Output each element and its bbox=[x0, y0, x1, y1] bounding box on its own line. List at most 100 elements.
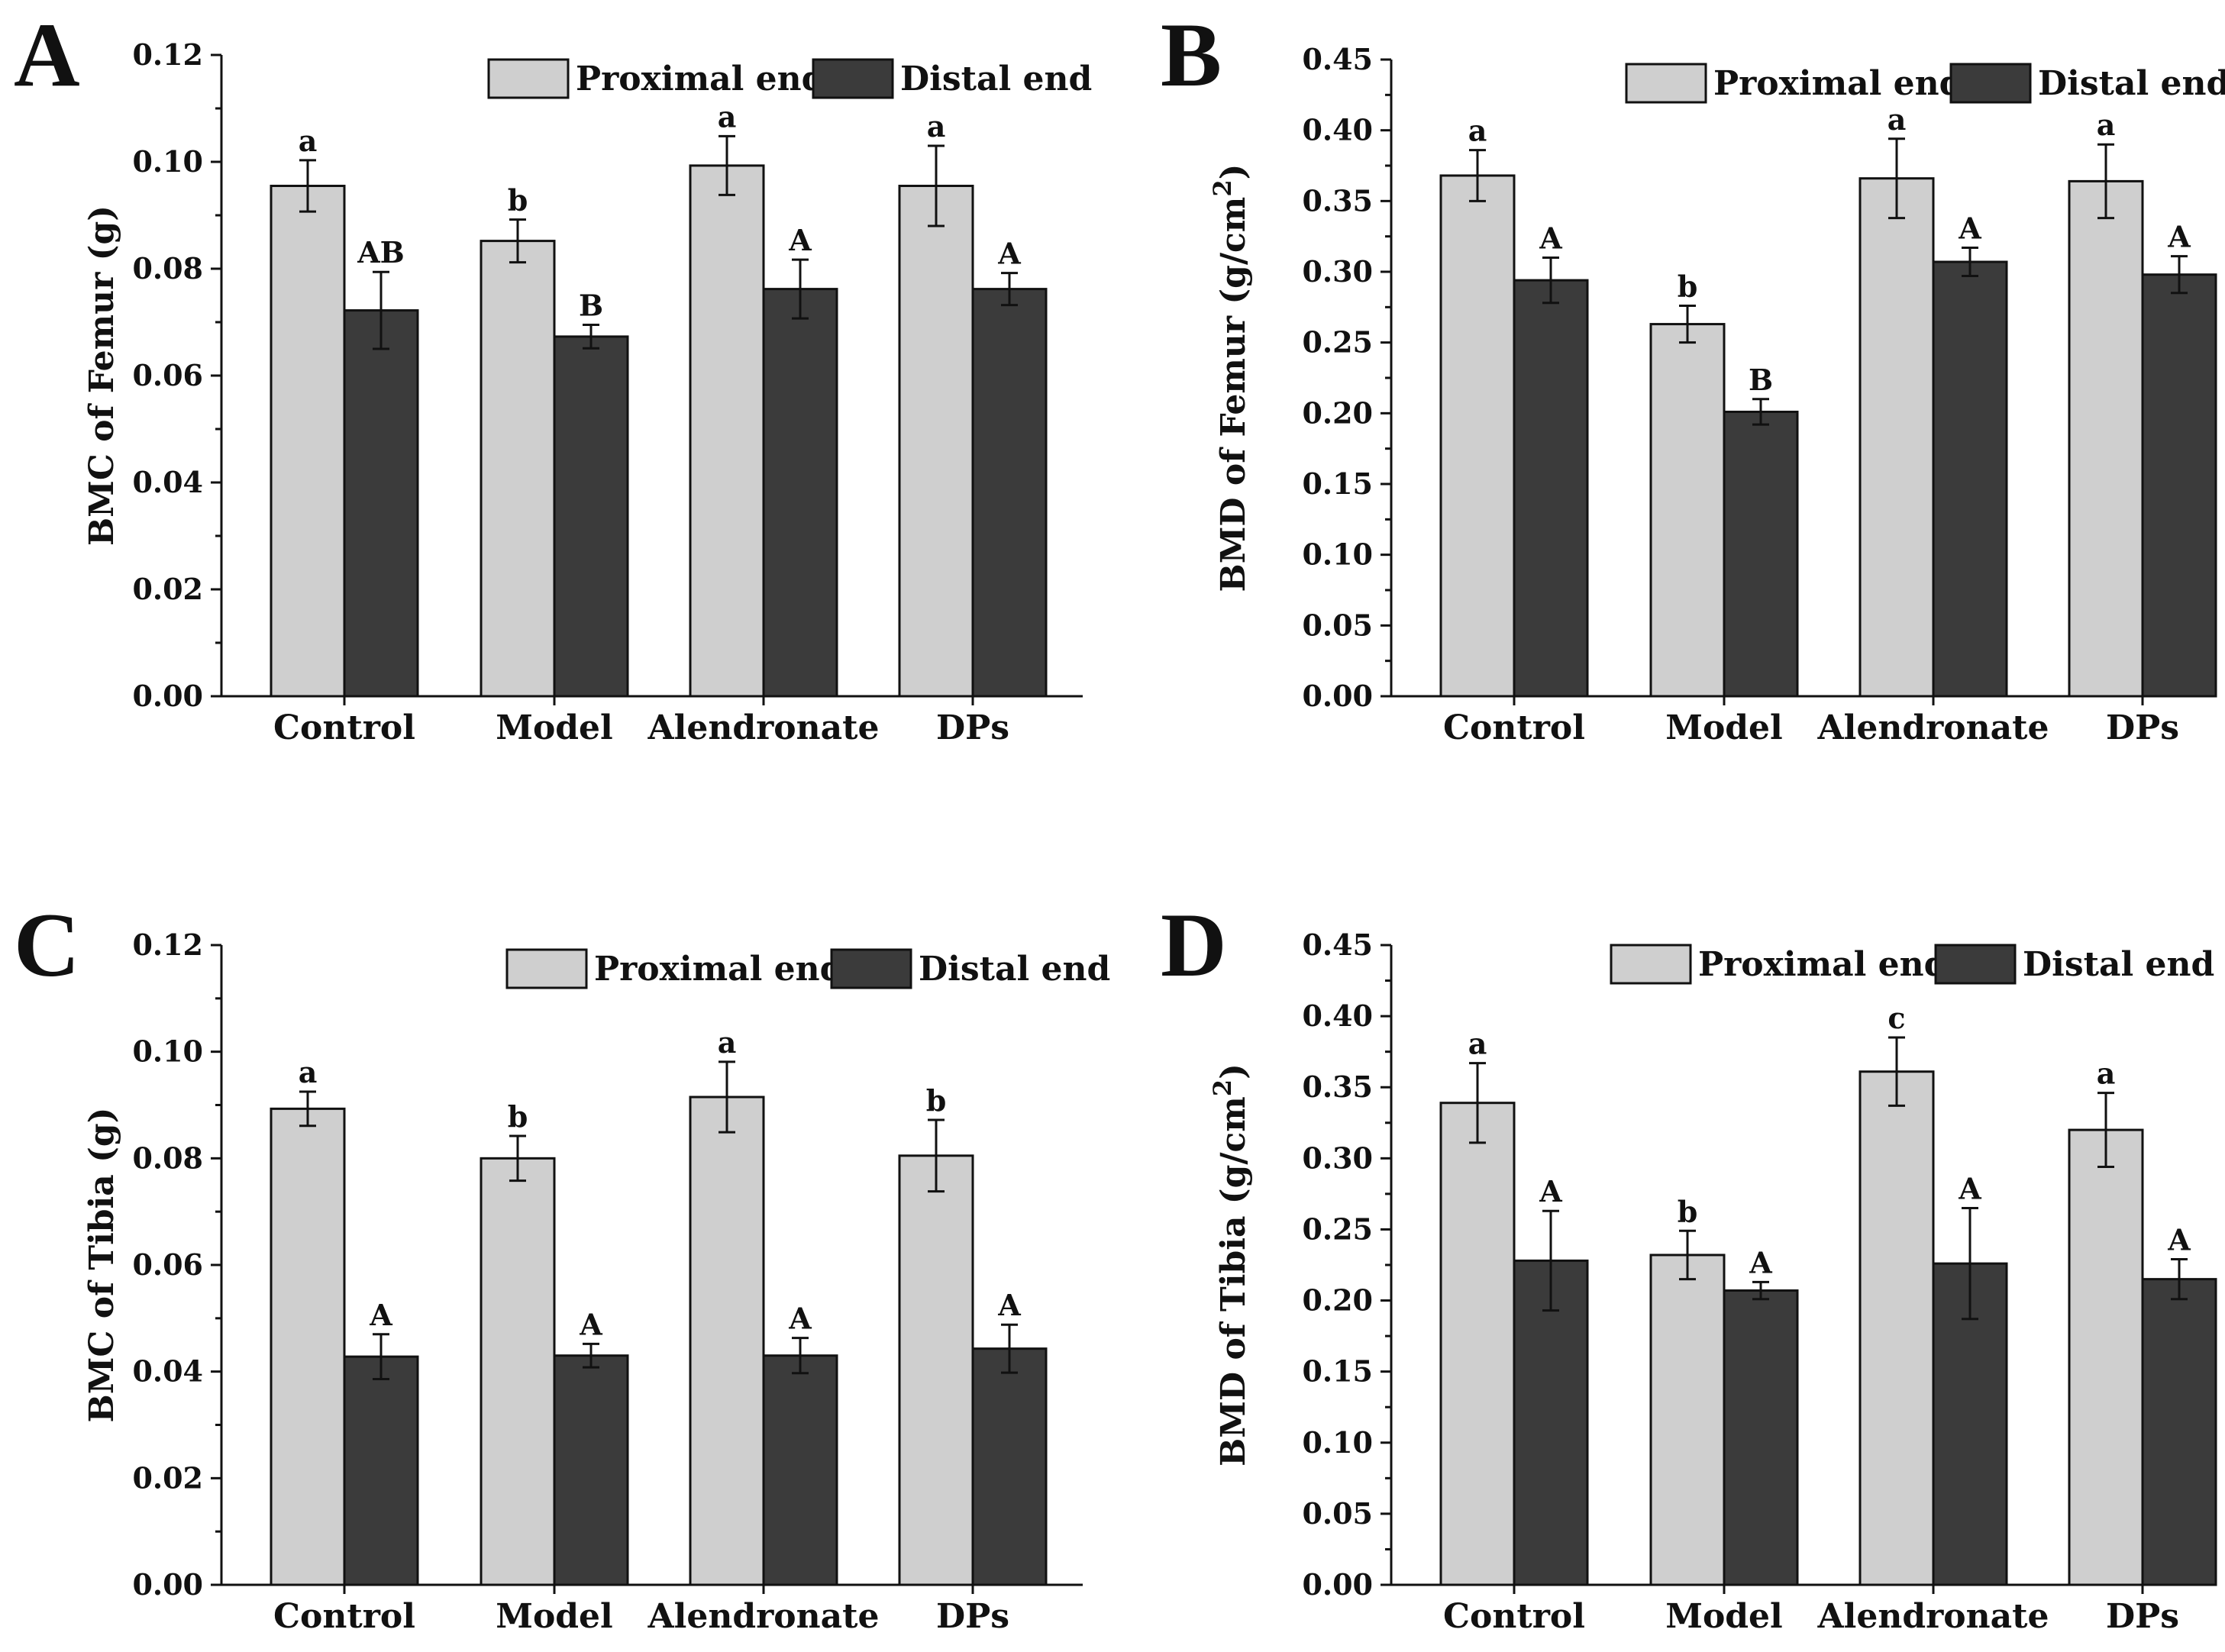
bar-proximal bbox=[480, 1157, 556, 1586]
x-tick-label: Alendronate bbox=[647, 1597, 880, 1636]
panel-B: B 0.00 0.05 0.10 0.15 0.20 0.25 0.30 0.35 0.40 0.4… bbox=[1161, 4, 2225, 747]
x-tick-label: Alendronate bbox=[1817, 708, 2049, 747]
bar-proximal bbox=[898, 1154, 974, 1586]
panel-D: D 0.00 0.05 0.10 0.15 0.20 0.25 0.30 0.35 0.40 0.4… bbox=[1161, 894, 2217, 1636]
bar-distal bbox=[762, 288, 838, 698]
bar-distal bbox=[2141, 1278, 2217, 1586]
legend-swatch-proximal bbox=[505, 948, 588, 989]
significance-label: a bbox=[2097, 1057, 2116, 1091]
significance-label: b bbox=[508, 183, 528, 218]
bar-proximal bbox=[2068, 1128, 2144, 1586]
x-tick-label: DPs bbox=[936, 708, 1009, 747]
significance-label: A bbox=[2167, 1223, 2191, 1257]
x-tick-label: Model bbox=[496, 708, 613, 747]
y-tick-label: 0.40 bbox=[1302, 113, 1373, 147]
x-tick-label: DPs bbox=[2106, 1597, 2179, 1636]
y-tick-label: 0.04 bbox=[132, 465, 203, 499]
legend-label-distal: Distal end bbox=[2038, 64, 2225, 103]
bar-distal bbox=[553, 1354, 629, 1586]
panel-label: D bbox=[1161, 894, 1227, 995]
legend-label-proximal: Proximal end bbox=[594, 950, 843, 989]
y-tick-label: 0.00 bbox=[132, 679, 203, 713]
legend: Proximal end Distal end bbox=[505, 948, 1110, 989]
bar-proximal bbox=[1649, 1254, 1726, 1586]
significance-label: a bbox=[1888, 102, 1907, 137]
significance-label: B bbox=[1749, 363, 1773, 397]
significance-label: A bbox=[997, 1288, 1021, 1322]
legend-swatch-distal bbox=[830, 948, 912, 989]
bar-proximal bbox=[2068, 179, 2144, 698]
y-tick-label: 0.15 bbox=[1302, 1354, 1373, 1389]
legend-swatch-proximal bbox=[1610, 944, 1692, 985]
x-tick-label: Model bbox=[496, 1597, 613, 1636]
panel-label: B bbox=[1161, 4, 1222, 105]
significance-label: a bbox=[299, 124, 318, 158]
y-tick-label: 0.15 bbox=[1302, 466, 1373, 501]
bar-proximal bbox=[480, 240, 556, 698]
significance-label: c bbox=[1888, 1001, 1905, 1035]
significance-label: A bbox=[1749, 1245, 1772, 1279]
legend-label-distal: Distal end bbox=[919, 950, 1110, 989]
y-tick-label: 0.12 bbox=[132, 37, 203, 72]
significance-label: a bbox=[2097, 108, 2116, 142]
significance-label: A bbox=[788, 1302, 812, 1336]
y-tick-label: 0.12 bbox=[132, 928, 203, 962]
significance-label: a bbox=[1468, 1027, 1487, 1061]
y-tick-label: 0.02 bbox=[132, 572, 203, 606]
x-tick-label: Control bbox=[273, 1597, 415, 1636]
x-tick-label: DPs bbox=[936, 1597, 1009, 1636]
significance-label: A bbox=[2167, 220, 2191, 254]
y-axis-label: BMC of Tibia (g) bbox=[82, 1108, 121, 1423]
significance-label: A bbox=[1539, 1174, 1562, 1208]
y-tick-label: 0.35 bbox=[1302, 183, 1373, 218]
y-tick-label: 0.45 bbox=[1302, 42, 1373, 76]
panel-C: C 0.00 0.02 0.04 0.06 0.08 0.10 0.12 BMC of Tibi… bbox=[14, 894, 1110, 1636]
y-tick-label: 0.40 bbox=[1302, 999, 1373, 1033]
significance-label: A bbox=[997, 237, 1021, 271]
significance-label: a bbox=[718, 99, 737, 134]
legend: Proximal end Distal end bbox=[1610, 944, 2214, 985]
x-tick-label: Alendronate bbox=[1817, 1597, 2049, 1636]
x-tick-label: Model bbox=[1665, 1597, 1783, 1636]
y-tick-label: 0.08 bbox=[132, 1141, 203, 1175]
y-tick-label: 0.00 bbox=[132, 1567, 203, 1602]
y-tick-label: 0.35 bbox=[1302, 1070, 1373, 1104]
y-tick-label: 0.00 bbox=[1302, 1567, 1373, 1602]
y-axis-label: BMD of Femur (g/cm2) bbox=[1208, 164, 1253, 592]
y-tick-label: 0.20 bbox=[1302, 1283, 1373, 1318]
legend-swatch-distal bbox=[1949, 63, 2032, 104]
legend-swatch-proximal bbox=[487, 58, 570, 99]
bar-proximal bbox=[1439, 1102, 1516, 1586]
legend-swatch-proximal bbox=[1625, 63, 1707, 104]
bar-proximal bbox=[1439, 174, 1516, 698]
significance-label: A bbox=[1958, 211, 1981, 245]
significance-label: A bbox=[1539, 221, 1562, 255]
bar-distal bbox=[553, 335, 629, 698]
legend-label-distal: Distal end bbox=[900, 60, 1092, 98]
y-tick-label: 0.10 bbox=[1302, 1425, 1373, 1460]
y-tick-label: 0.06 bbox=[132, 358, 203, 392]
significance-label: b bbox=[1678, 269, 1698, 303]
bar-proximal bbox=[689, 164, 765, 698]
y-tick-label: 0.05 bbox=[1302, 1496, 1373, 1531]
x-tick-label: Control bbox=[1443, 1597, 1585, 1636]
significance-label: b bbox=[926, 1083, 947, 1118]
y-tick-label: 0.02 bbox=[132, 1460, 203, 1495]
x-tick-label: Control bbox=[1443, 708, 1585, 747]
bar-proximal bbox=[689, 1095, 765, 1586]
significance-label: a bbox=[927, 109, 946, 144]
bar-distal bbox=[2141, 273, 2217, 698]
x-tick-label: DPs bbox=[2106, 708, 2179, 747]
bar-distal bbox=[1513, 279, 1589, 698]
bar-distal bbox=[1513, 1259, 1589, 1586]
bar-proximal bbox=[270, 185, 346, 698]
y-axis-label: BMC of Femur (g) bbox=[82, 205, 121, 546]
bar-proximal bbox=[270, 1107, 346, 1586]
significance-label: a bbox=[299, 1055, 318, 1089]
x-tick-label: Model bbox=[1665, 708, 1783, 747]
significance-label: AB bbox=[357, 235, 405, 269]
panel-label: A bbox=[14, 4, 80, 105]
bar-distal bbox=[971, 1347, 1048, 1586]
y-tick-label: 0.08 bbox=[132, 251, 203, 286]
legend-swatch-distal bbox=[1934, 944, 2017, 985]
